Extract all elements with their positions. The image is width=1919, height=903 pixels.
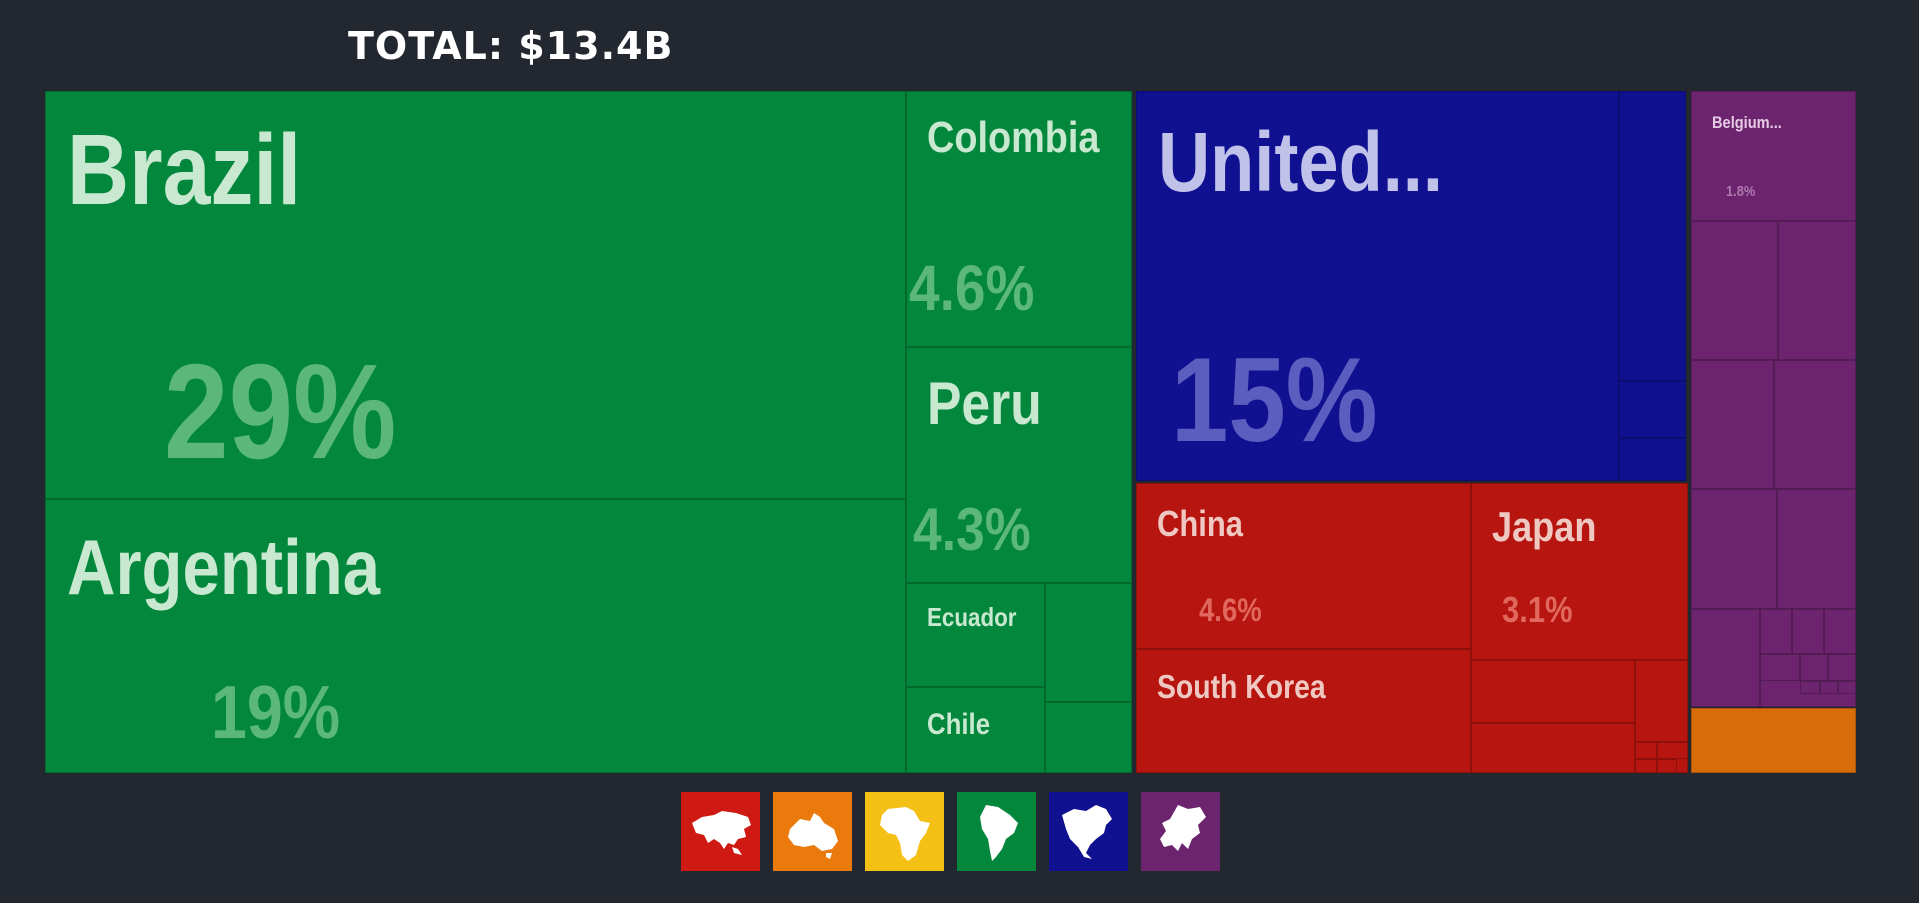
treemap-cell[interactable] — [1471, 723, 1635, 773]
legend-item-europe[interactable] — [1141, 792, 1220, 871]
cell-label: Peru — [927, 370, 1042, 437]
legend-item-north-america[interactable] — [1049, 792, 1128, 871]
treemap-subcell[interactable] — [1828, 654, 1856, 681]
cell-percent: 15% — [1171, 333, 1378, 467]
cell-percent: 4.6% — [909, 252, 1035, 324]
cell-label: South Korea — [1157, 668, 1326, 705]
treemap-cell-southkorea[interactable]: South Korea — [1136, 649, 1471, 773]
chart-title: TOTAL: $13.4B — [348, 24, 674, 68]
cell-label: China — [1157, 503, 1244, 544]
oceania-icon — [787, 812, 838, 859]
asia-icon — [691, 810, 751, 855]
cell-label: Ecuador — [927, 602, 1017, 632]
cell-percent: 1.8% — [1726, 183, 1756, 200]
cell-label: Argentina — [67, 523, 381, 611]
legend-item-africa[interactable] — [865, 792, 944, 871]
treemap-subcell[interactable] — [1657, 759, 1677, 773]
cell-percent: 3.1% — [1502, 589, 1573, 630]
treemap-subcell[interactable] — [1760, 654, 1800, 681]
treemap-subcell[interactable] — [1820, 681, 1838, 694]
treemap-cell-brazil[interactable]: Brazil 29% — [45, 91, 906, 499]
legend-item-oceania[interactable] — [773, 792, 852, 871]
treemap-subcell[interactable] — [1838, 681, 1856, 694]
treemap-cell[interactable] — [1691, 609, 1760, 707]
cell-label: Chile — [927, 708, 991, 741]
cell-label: Japan — [1492, 503, 1597, 550]
europe-icon — [1159, 804, 1206, 851]
cell-percent: 4.6% — [1199, 592, 1262, 628]
south-america-icon — [979, 804, 1018, 861]
treemap-subcell[interactable] — [1635, 759, 1657, 773]
treemap-cell[interactable] — [1471, 660, 1635, 723]
treemap-cell[interactable] — [1691, 489, 1777, 609]
treemap-subcell[interactable] — [1657, 742, 1688, 759]
treemap-subcell[interactable] — [1792, 609, 1824, 654]
treemap-cell-ecuador[interactable]: Ecuador — [906, 583, 1045, 687]
treemap-subcell[interactable] — [1635, 742, 1657, 759]
treemap-cell[interactable] — [1045, 583, 1132, 702]
treemap-subcell[interactable] — [1800, 654, 1828, 681]
continent-legend — [681, 792, 1220, 871]
cell-percent: 29% — [164, 336, 397, 487]
treemap-cell-peru[interactable]: Peru 4.3% — [906, 347, 1132, 583]
treemap-subcell[interactable] — [1800, 681, 1820, 694]
treemap-cell[interactable] — [1691, 708, 1856, 773]
treemap-cell[interactable] — [1777, 489, 1856, 609]
treemap-cell-belgium[interactable]: Belgium... 1.8% — [1691, 91, 1856, 221]
treemap-cell[interactable] — [1774, 360, 1856, 489]
treemap-cell[interactable] — [1691, 221, 1778, 360]
legend-item-south-america[interactable] — [957, 792, 1036, 871]
cell-label: Colombia — [927, 113, 1100, 162]
cell-percent: 4.3% — [913, 496, 1031, 563]
cell-label: United... — [1158, 115, 1443, 209]
treemap-subcell[interactable] — [1824, 609, 1856, 654]
legend-item-asia[interactable] — [681, 792, 760, 871]
treemap-cell-china[interactable]: China 4.6% — [1136, 483, 1471, 649]
cell-label: Belgium... — [1712, 113, 1782, 132]
treemap-cell-japan[interactable]: Japan 3.1% — [1471, 483, 1688, 660]
africa-icon — [879, 806, 930, 861]
treemap-cell[interactable] — [1691, 360, 1774, 489]
treemap-cell-chile[interactable]: Chile — [906, 687, 1045, 773]
cell-label: Brazil — [67, 114, 302, 226]
treemap-subcell[interactable] — [1760, 609, 1792, 654]
north-america-icon — [1061, 804, 1112, 859]
treemap-cell-colombia[interactable]: Colombia 4.6% — [906, 91, 1132, 347]
cell-percent: 19% — [211, 670, 341, 754]
treemap-cell[interactable] — [1045, 702, 1132, 773]
treemap-cell-united[interactable]: United... 15% — [1136, 91, 1619, 481]
treemap-cell[interactable] — [1619, 438, 1686, 481]
treemap: Brazil 29% Argentina 19% Colombia 4.6% Peru 4.3… — [45, 91, 1856, 773]
treemap-cell-argentina[interactable]: Argentina 19% — [45, 499, 906, 773]
treemap-cell[interactable] — [1635, 660, 1688, 742]
treemap-cell[interactable] — [1619, 381, 1686, 438]
treemap-cell[interactable] — [1619, 91, 1686, 381]
treemap-cell[interactable] — [1778, 221, 1856, 360]
